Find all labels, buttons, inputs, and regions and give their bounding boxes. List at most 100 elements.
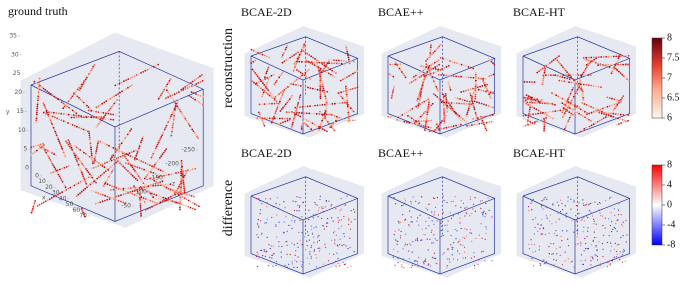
point [159, 183, 161, 185]
point [331, 59, 333, 61]
point [447, 231, 448, 232]
point [278, 222, 279, 223]
point [312, 105, 314, 107]
point [158, 142, 160, 144]
point [261, 250, 262, 251]
colorbar-tick-label: 6.5 [667, 92, 680, 103]
point [459, 98, 461, 100]
point [578, 74, 580, 76]
point [55, 168, 57, 170]
point [605, 116, 607, 118]
point [352, 88, 354, 90]
point [571, 113, 573, 115]
point [336, 103, 338, 105]
point [443, 74, 445, 76]
point [159, 201, 161, 203]
point [173, 121, 175, 123]
point [588, 63, 590, 65]
point [190, 127, 192, 129]
point [93, 191, 95, 193]
point [165, 127, 167, 129]
point [299, 116, 301, 118]
point [155, 204, 157, 206]
point [66, 142, 68, 144]
point [185, 173, 187, 175]
point [88, 172, 90, 174]
point [286, 47, 288, 49]
point [85, 153, 87, 155]
point [71, 117, 73, 119]
point [475, 98, 477, 100]
point [51, 123, 53, 125]
point [423, 70, 425, 72]
point [297, 102, 299, 104]
point [446, 109, 448, 111]
point [287, 58, 289, 60]
point [603, 113, 605, 115]
point [127, 170, 129, 172]
point [429, 203, 430, 204]
point [474, 108, 476, 110]
point [252, 69, 254, 71]
colorbar-tick-label: 7 [667, 72, 672, 83]
point [465, 212, 466, 213]
point [324, 70, 326, 72]
point [327, 218, 328, 219]
point [437, 220, 438, 221]
point [170, 116, 172, 118]
point [74, 185, 76, 187]
point [301, 126, 303, 128]
point [621, 224, 622, 225]
point [299, 240, 300, 241]
point [608, 112, 610, 114]
point [326, 102, 328, 104]
point [127, 187, 129, 189]
point [476, 101, 478, 103]
point [61, 191, 63, 193]
point [566, 78, 568, 80]
point [448, 102, 450, 104]
point [123, 89, 125, 91]
point [168, 82, 170, 84]
point [58, 140, 60, 142]
point [575, 215, 576, 216]
point [446, 111, 448, 113]
point [265, 256, 266, 257]
point [527, 124, 529, 126]
point [256, 74, 258, 76]
point [59, 169, 61, 171]
point [189, 125, 191, 127]
point [334, 115, 336, 117]
point [448, 220, 449, 221]
point [74, 125, 76, 127]
point [347, 248, 348, 249]
point [76, 96, 78, 98]
point [541, 205, 542, 206]
point [537, 231, 538, 232]
point [345, 86, 347, 88]
point [417, 266, 418, 267]
point [159, 157, 161, 159]
point [458, 241, 459, 242]
point [307, 245, 308, 246]
point [323, 211, 324, 212]
point [475, 238, 476, 239]
point [549, 221, 550, 222]
point [343, 216, 344, 217]
point [324, 112, 326, 114]
point [290, 254, 291, 255]
point [133, 168, 135, 170]
point [262, 121, 264, 123]
point [609, 105, 611, 107]
point [164, 129, 166, 131]
point [295, 64, 297, 66]
point [90, 110, 92, 112]
point [391, 75, 393, 77]
point [546, 207, 547, 208]
point [38, 90, 40, 92]
point [301, 75, 303, 77]
point [580, 81, 582, 83]
point [464, 252, 465, 253]
point [312, 57, 314, 59]
point [309, 253, 310, 254]
